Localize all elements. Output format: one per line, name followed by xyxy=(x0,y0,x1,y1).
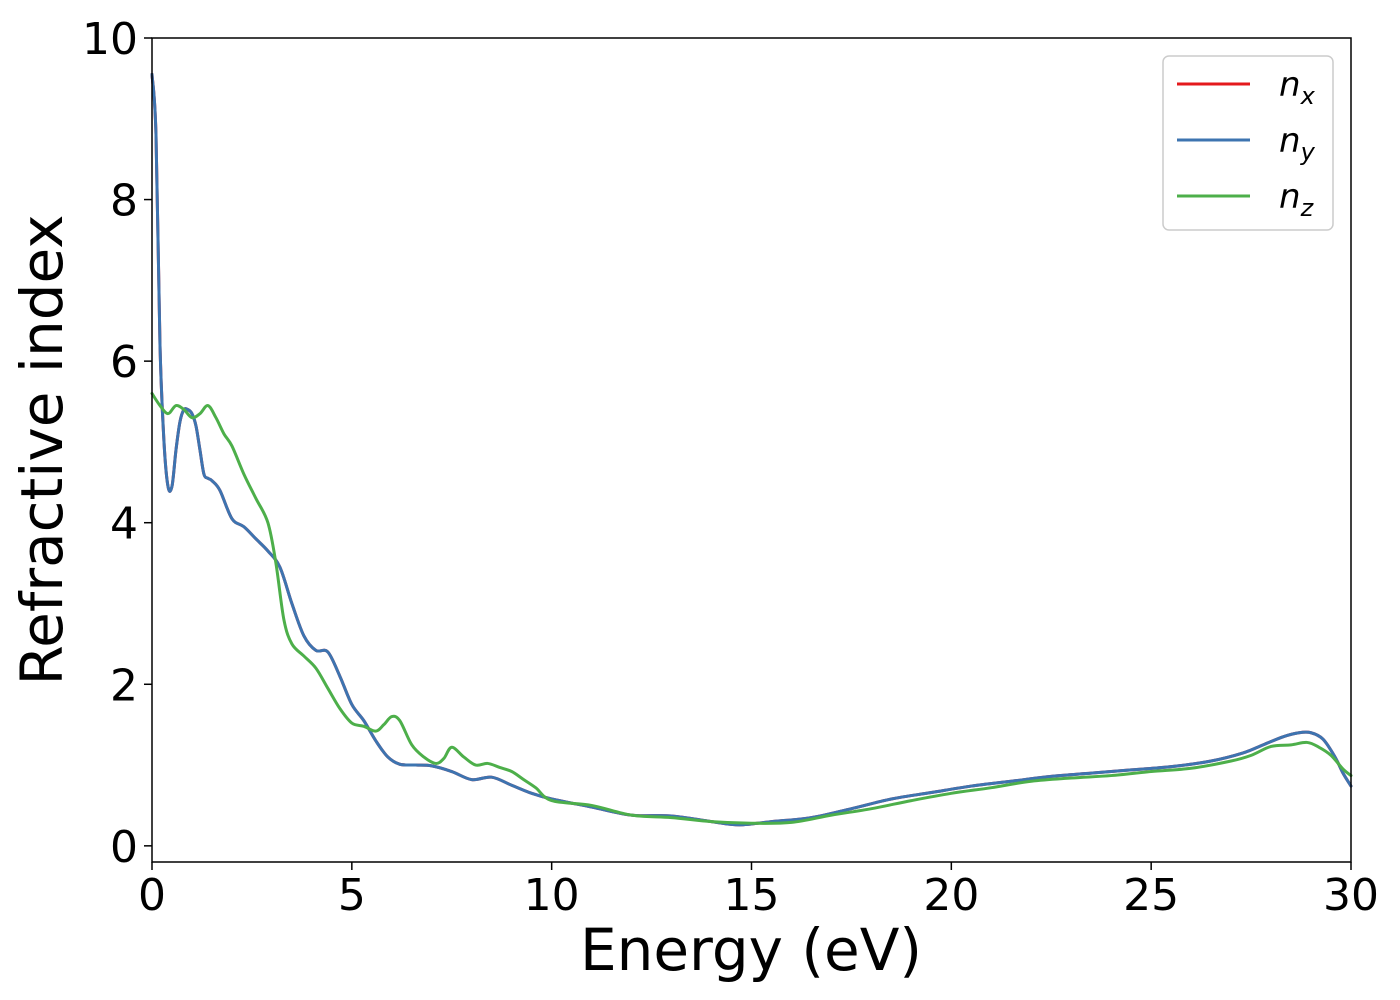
y-tick-label: 6 xyxy=(110,337,138,388)
y-tick-label: 10 xyxy=(82,14,138,65)
y-axis: 0 2 4 6 8 10 xyxy=(82,14,152,873)
y-tick-label: 4 xyxy=(110,499,138,550)
series-line-z xyxy=(150,391,1353,825)
legend-label-z: nz xyxy=(1279,177,1315,222)
series-layer xyxy=(150,72,1353,827)
legend-label-y: ny xyxy=(1279,121,1316,166)
legend-entries: nx ny nz xyxy=(1177,65,1316,222)
x-tick-label: 25 xyxy=(1123,870,1179,921)
y-tick-label: 8 xyxy=(110,176,138,227)
x-axis: 0 5 10 15 20 25 30 xyxy=(138,862,1379,921)
legend: nx ny nz xyxy=(1162,55,1334,231)
x-axis-label: Energy (eV) xyxy=(580,916,922,984)
plot-area xyxy=(150,37,1353,863)
x-tick-label: 5 xyxy=(338,870,366,921)
y-axis-label: Refractive index xyxy=(8,214,76,685)
x-tick-label: 15 xyxy=(724,870,780,921)
x-tick-label: 0 xyxy=(138,870,166,921)
x-tick-label: 10 xyxy=(524,870,580,921)
legend-label-x: nx xyxy=(1279,65,1316,110)
x-tick-label: 30 xyxy=(1323,870,1379,921)
x-tick-label: 20 xyxy=(923,870,979,921)
y-tick-label: 2 xyxy=(110,660,138,711)
y-tick-label: 0 xyxy=(110,822,138,873)
series-line-y xyxy=(150,72,1353,827)
legend-frame xyxy=(1162,55,1334,231)
